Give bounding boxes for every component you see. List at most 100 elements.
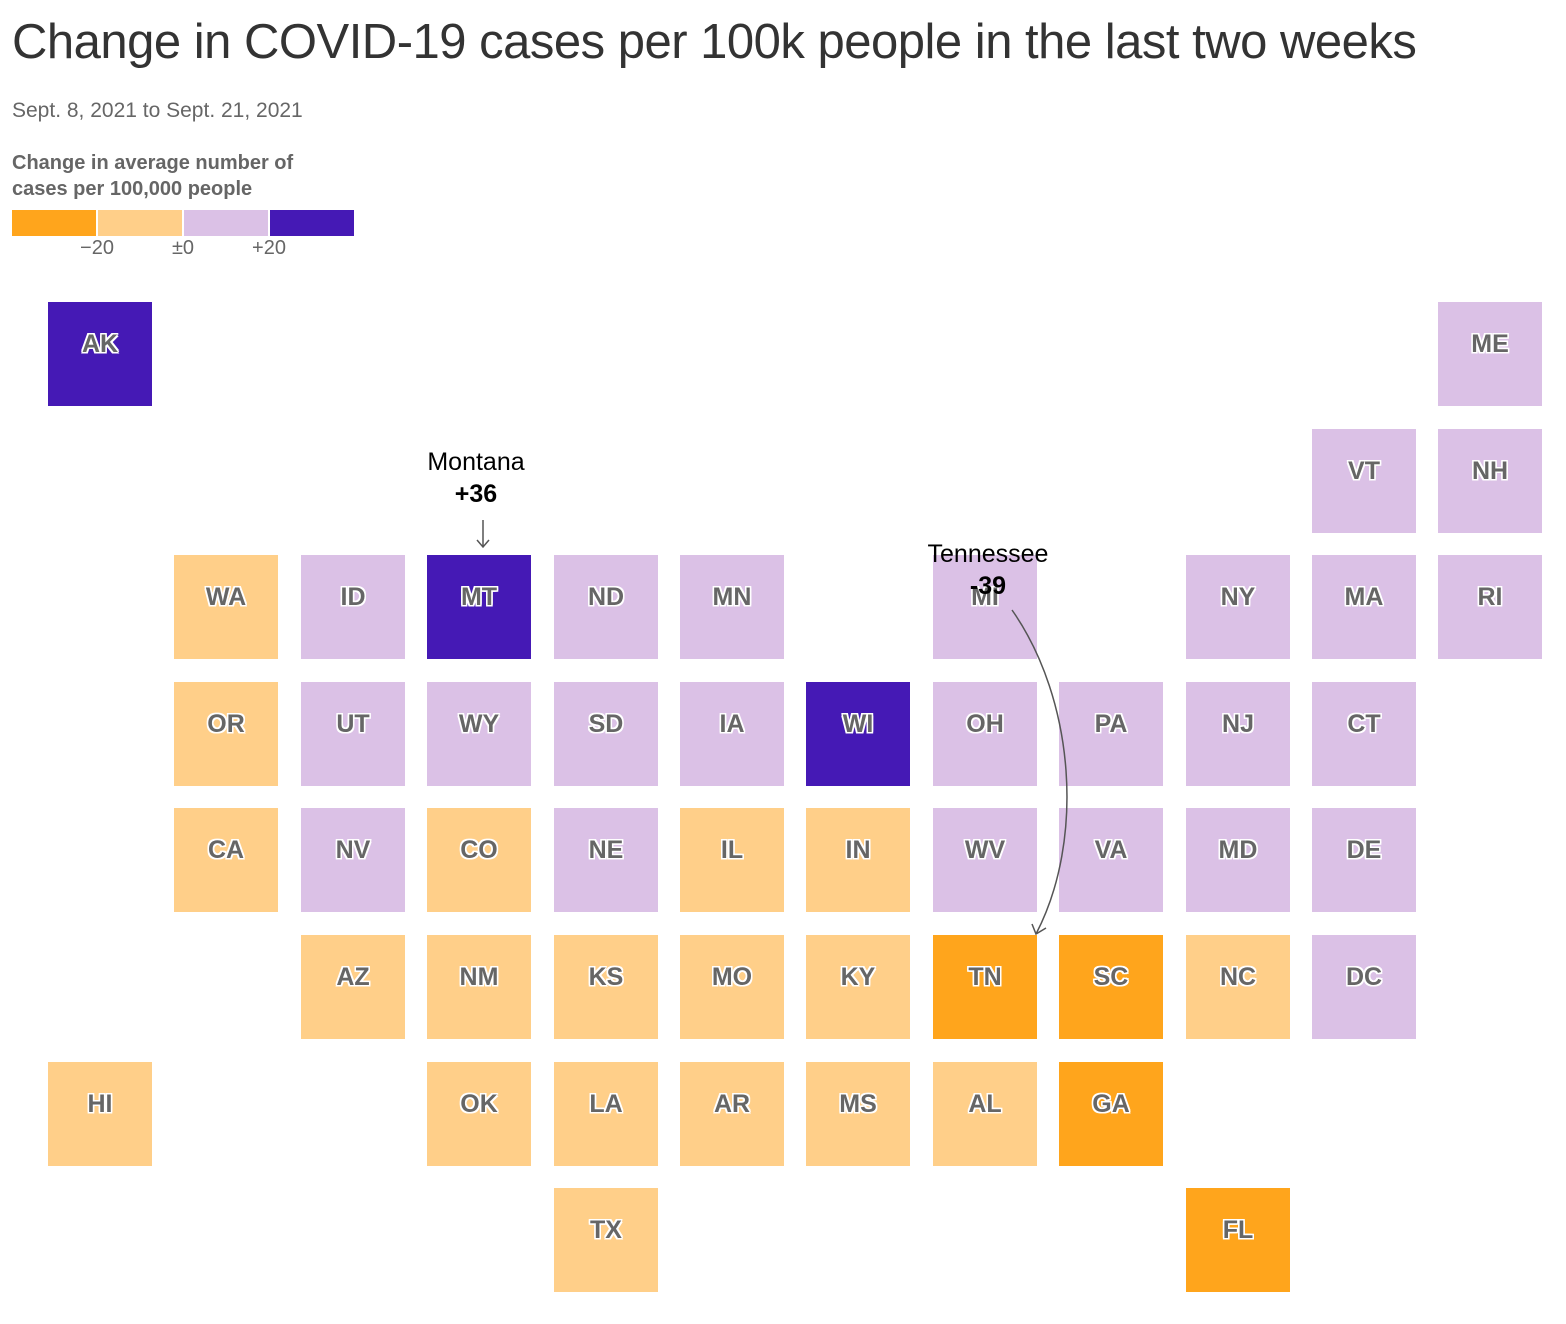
- state-tile-ar[interactable]: AR: [680, 1062, 784, 1166]
- state-tile-vt[interactable]: VT: [1312, 429, 1416, 533]
- state-label: LA: [589, 1090, 623, 1118]
- state-tile-ri[interactable]: RI: [1438, 555, 1542, 659]
- state-tile-oh[interactable]: OH: [933, 682, 1037, 786]
- state-label: OK: [460, 1090, 498, 1118]
- legend-swatch-strong-decrease: [12, 210, 96, 236]
- state-tile-de[interactable]: DE: [1312, 808, 1416, 912]
- state-tile-nm[interactable]: NM: [427, 935, 531, 1039]
- state-label: AR: [713, 1090, 751, 1118]
- state-label: DC: [1345, 963, 1383, 991]
- state-tile-me[interactable]: ME: [1438, 302, 1542, 406]
- state-tile-ga[interactable]: GA: [1059, 1062, 1163, 1166]
- legend-swatch-strong-increase: [270, 210, 354, 236]
- state-tile-nd[interactable]: ND: [554, 555, 658, 659]
- state-tile-sc[interactable]: SC: [1059, 935, 1163, 1039]
- state-tile-la[interactable]: LA: [554, 1062, 658, 1166]
- state-label: CO: [460, 836, 498, 864]
- legend-swatch-decrease: [98, 210, 182, 236]
- state-tile-tn[interactable]: TN: [933, 935, 1037, 1039]
- legend-tick-minus-20: −20: [80, 237, 114, 259]
- state-tile-az[interactable]: AZ: [301, 935, 405, 1039]
- state-label: MD: [1218, 836, 1258, 864]
- state-tile-tx[interactable]: TX: [554, 1188, 658, 1292]
- state-tile-or[interactable]: OR: [174, 682, 278, 786]
- state-tile-ne[interactable]: NE: [554, 808, 658, 912]
- state-tile-al[interactable]: AL: [933, 1062, 1037, 1166]
- state-tile-nh[interactable]: NH: [1438, 429, 1542, 533]
- state-tile-dc[interactable]: DC: [1312, 935, 1416, 1039]
- state-label: KS: [588, 963, 624, 991]
- state-tile-mo[interactable]: MO: [680, 935, 784, 1039]
- state-label: MT: [460, 583, 498, 611]
- annotation-montana-value: +36: [454, 480, 498, 508]
- annotation-tennessee: Tennessee -39: [928, 538, 1049, 602]
- legend-tick-zero: ±0: [171, 237, 195, 259]
- state-label: TN: [968, 963, 1002, 991]
- state-tile-va[interactable]: VA: [1059, 808, 1163, 912]
- state-label: NC: [1219, 963, 1257, 991]
- state-label: VA: [1094, 836, 1128, 864]
- state-tile-hi[interactable]: HI: [48, 1062, 152, 1166]
- state-tile-nc[interactable]: NC: [1186, 935, 1290, 1039]
- state-label: UT: [336, 710, 370, 738]
- state-label: MS: [839, 1090, 877, 1118]
- state-label: ME: [1471, 330, 1509, 358]
- state-tile-ms[interactable]: MS: [806, 1062, 910, 1166]
- state-tile-id[interactable]: ID: [301, 555, 405, 659]
- state-tile-pa[interactable]: PA: [1059, 682, 1163, 786]
- state-tile-ca[interactable]: CA: [174, 808, 278, 912]
- state-label: NM: [459, 963, 499, 991]
- state-label: AK: [81, 330, 119, 358]
- state-label: NJ: [1222, 710, 1254, 738]
- state-tile-mn[interactable]: MN: [680, 555, 784, 659]
- state-tile-ct[interactable]: CT: [1312, 682, 1416, 786]
- state-tile-ak[interactable]: AK: [48, 302, 152, 406]
- state-label: SD: [588, 710, 624, 738]
- state-tile-in[interactable]: IN: [806, 808, 910, 912]
- state-tile-ok[interactable]: OK: [427, 1062, 531, 1166]
- state-label: AZ: [336, 963, 370, 991]
- state-label: SC: [1093, 963, 1129, 991]
- state-label: RI: [1477, 583, 1503, 611]
- state-label: KY: [840, 963, 876, 991]
- state-tile-md[interactable]: MD: [1186, 808, 1290, 912]
- state-label: IA: [719, 710, 745, 738]
- state-label: VT: [1348, 457, 1380, 485]
- state-tile-ky[interactable]: KY: [806, 935, 910, 1039]
- state-tile-ks[interactable]: KS: [554, 935, 658, 1039]
- state-tile-mt[interactable]: MT: [427, 555, 531, 659]
- state-label: CT: [1347, 710, 1381, 738]
- state-tile-nj[interactable]: NJ: [1186, 682, 1290, 786]
- state-tile-wi[interactable]: WI: [806, 682, 910, 786]
- state-tile-wv[interactable]: WV: [933, 808, 1037, 912]
- state-tile-il[interactable]: IL: [680, 808, 784, 912]
- state-tile-mi[interactable]: MI: [933, 555, 1037, 659]
- legend-tick-plus-20: +20: [252, 237, 286, 259]
- annotation-montana: Montana +36: [427, 446, 524, 510]
- state-tile-wa[interactable]: WA: [174, 555, 278, 659]
- state-label: NE: [588, 836, 624, 864]
- state-tile-ut[interactable]: UT: [301, 682, 405, 786]
- state-tile-ma[interactable]: MA: [1312, 555, 1416, 659]
- state-tile-ny[interactable]: NY: [1186, 555, 1290, 659]
- state-label: NV: [335, 836, 371, 864]
- state-label: PA: [1094, 710, 1128, 738]
- state-label: IL: [720, 836, 744, 864]
- state-tile-wy[interactable]: WY: [427, 682, 531, 786]
- state-label: WY: [458, 710, 500, 738]
- state-tile-nv[interactable]: NV: [301, 808, 405, 912]
- state-label: CA: [207, 836, 245, 864]
- state-label: DE: [1346, 836, 1382, 864]
- state-label: MO: [711, 963, 753, 991]
- state-tile-ia[interactable]: IA: [680, 682, 784, 786]
- state-label: NH: [1471, 457, 1509, 485]
- state-label: MA: [1344, 583, 1384, 611]
- state-label: NY: [1220, 583, 1256, 611]
- state-label: WV: [964, 836, 1006, 864]
- state-tile-co[interactable]: CO: [427, 808, 531, 912]
- legend-color-scale: [12, 210, 356, 236]
- state-label: OH: [966, 710, 1004, 738]
- state-tile-sd[interactable]: SD: [554, 682, 658, 786]
- state-tile-fl[interactable]: FL: [1186, 1188, 1290, 1292]
- legend-title: Change in average number of cases per 10…: [12, 152, 294, 200]
